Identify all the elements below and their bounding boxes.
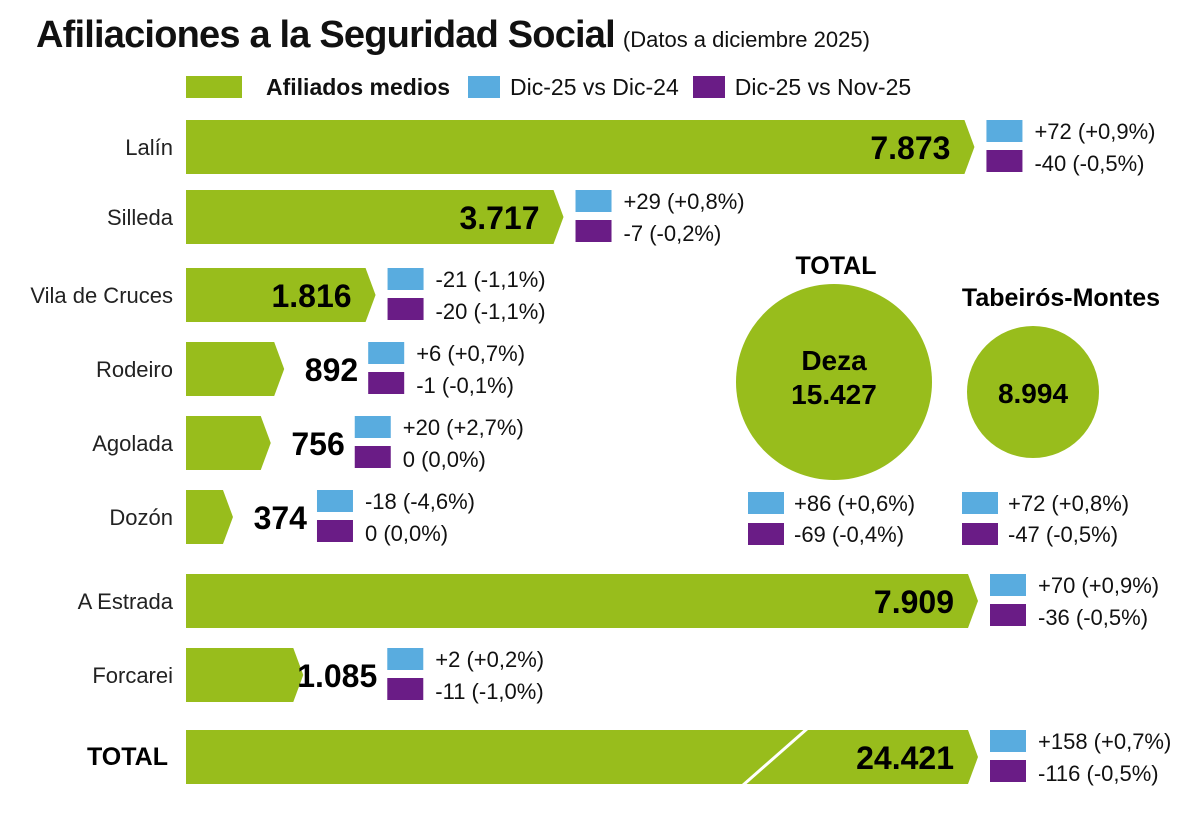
category-label: Forcarei xyxy=(92,663,173,688)
circle-mom-label: -69 (-0,4%) xyxy=(794,522,904,547)
mom-label: -20 (-1,1%) xyxy=(436,299,546,324)
circle-yoy-label: +86 (+0,6%) xyxy=(794,491,915,516)
mom-label: -1 (-0,1%) xyxy=(416,373,514,398)
yoy-swatch xyxy=(316,490,353,512)
mom-swatch xyxy=(986,150,1023,172)
category-label: A Estrada xyxy=(78,589,174,614)
legend-label-yoy: Dic-25 vs Dic-24 xyxy=(510,73,679,100)
bar xyxy=(186,416,271,470)
bar xyxy=(186,648,304,702)
yoy-swatch xyxy=(354,416,391,438)
mom-swatch xyxy=(387,678,424,700)
mom-label: 0 (0,0%) xyxy=(403,447,486,472)
legend-swatch-yoy xyxy=(468,76,501,98)
yoy-swatch xyxy=(990,574,1026,596)
category-label: Dozón xyxy=(109,505,173,530)
legend-swatch-mom xyxy=(692,76,725,98)
value-label: 1.085 xyxy=(297,658,377,694)
bar xyxy=(186,268,376,322)
legend-swatch-afiliados xyxy=(186,76,242,98)
mom-label: -7 (-0,2%) xyxy=(624,221,722,246)
circle-mom-swatch xyxy=(748,523,784,545)
yoy-swatch xyxy=(575,190,612,212)
category-label: Rodeiro xyxy=(96,357,173,382)
yoy-swatch xyxy=(387,648,424,670)
yoy-label: +70 (+0,9%) xyxy=(1038,573,1159,598)
chart-title-block: Afiliaciones a la Seguridad Social (Datos… xyxy=(36,14,870,57)
mom-swatch xyxy=(354,446,391,468)
value-label: 756 xyxy=(291,426,344,462)
mom-swatch xyxy=(387,298,424,320)
category-label: TOTAL xyxy=(87,743,168,771)
legend-label-afiliados: Afiliados medios xyxy=(266,73,451,100)
circle-value: 15.427 xyxy=(791,379,877,410)
mom-swatch xyxy=(990,760,1026,782)
value-label: 1.816 xyxy=(271,278,351,314)
mom-label: -40 (-0,5%) xyxy=(1034,151,1144,176)
bar xyxy=(186,490,233,544)
yoy-label: +2 (+0,2%) xyxy=(435,647,544,672)
category-label: Lalín xyxy=(125,135,173,160)
value-label: 7.873 xyxy=(870,130,950,166)
circle-mom-swatch xyxy=(962,523,998,545)
mom-swatch xyxy=(575,220,612,242)
yoy-label: +72 (+0,9%) xyxy=(1034,119,1155,144)
total-circle xyxy=(736,284,932,480)
value-label: 3.717 xyxy=(459,200,539,236)
circle-value: 8.994 xyxy=(998,378,1068,409)
bar xyxy=(186,574,978,628)
legend-label-mom: Dic-25 vs Nov-25 xyxy=(734,73,912,100)
circle-mom-label: -47 (-0,5%) xyxy=(1008,522,1118,547)
yoy-swatch xyxy=(990,730,1026,752)
mom-label: -36 (-0,5%) xyxy=(1038,605,1148,630)
bar xyxy=(186,342,285,396)
total-circle xyxy=(967,326,1099,458)
mom-swatch xyxy=(316,520,353,542)
circle-yoy-swatch xyxy=(962,492,998,514)
mom-swatch xyxy=(368,372,405,394)
bar xyxy=(186,730,978,784)
bar-break-mark xyxy=(741,726,809,788)
mom-label: -116 (-0,5%) xyxy=(1038,761,1159,786)
legend: Afiliados medios Dic-25 vs Dic-24 Dic-25… xyxy=(186,72,925,102)
value-label: 24.421 xyxy=(856,740,954,776)
chart-title: Afiliaciones a la Seguridad Social xyxy=(36,14,616,56)
yoy-swatch xyxy=(986,120,1023,142)
value-label: 374 xyxy=(254,500,308,536)
yoy-label: +29 (+0,8%) xyxy=(624,189,745,214)
circles-heading: TOTAL xyxy=(795,252,876,280)
yoy-label: +6 (+0,7%) xyxy=(416,341,525,366)
bar xyxy=(186,190,564,244)
mom-label: -11 (-1,0%) xyxy=(435,679,543,704)
yoy-swatch xyxy=(368,342,405,364)
circle-title: Deza xyxy=(801,345,867,376)
category-label: Vila de Cruces xyxy=(30,283,173,308)
circle-yoy-swatch xyxy=(748,492,784,514)
chart-subtitle: (Datos a diciembre 2025) xyxy=(622,27,870,52)
mom-swatch xyxy=(990,604,1026,626)
yoy-swatch xyxy=(387,268,424,290)
circle-title: Tabeirós-Montes xyxy=(962,284,1160,312)
yoy-label: +158 (+0,7%) xyxy=(1038,729,1171,754)
circle-yoy-label: +72 (+0,8%) xyxy=(1008,491,1129,516)
value-label: 892 xyxy=(305,352,358,388)
yoy-label: +20 (+2,7%) xyxy=(403,415,524,440)
mom-label: 0 (0,0%) xyxy=(365,521,448,546)
yoy-label: -18 (-4,6%) xyxy=(365,489,475,514)
category-label: Silleda xyxy=(107,205,174,230)
bar xyxy=(186,120,975,174)
value-label: 7.909 xyxy=(874,584,954,620)
category-label: Agolada xyxy=(92,431,174,456)
yoy-label: -21 (-1,1%) xyxy=(436,267,546,292)
